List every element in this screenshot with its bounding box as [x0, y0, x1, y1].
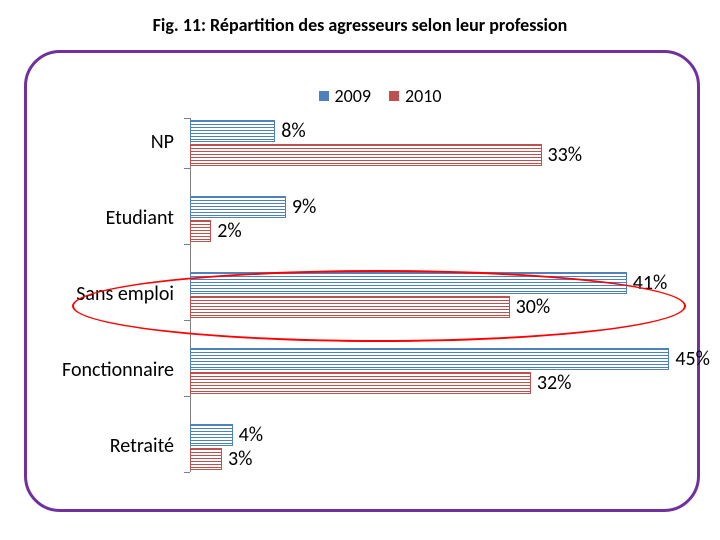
y-tick	[184, 244, 190, 245]
bar	[190, 120, 275, 142]
legend-item-2009: 2009	[319, 85, 372, 107]
legend-swatch-2010	[389, 91, 399, 101]
legend: 2009 2010	[300, 86, 460, 106]
value-label: 45%	[675, 347, 710, 371]
bar	[190, 372, 531, 394]
value-label: 4%	[239, 423, 263, 447]
chart-title: Fig. 11: Répartition des agresseurs selo…	[0, 14, 720, 36]
y-tick	[184, 396, 190, 397]
value-label: 3%	[228, 447, 252, 471]
bar	[190, 348, 669, 370]
value-label: 2%	[217, 219, 241, 243]
value-label: 8%	[281, 119, 305, 143]
annotation-ellipse	[72, 270, 686, 342]
y-tick	[184, 168, 190, 169]
bar	[190, 424, 233, 446]
value-label: 32%	[537, 371, 572, 395]
legend-item-2010: 2010	[389, 85, 442, 107]
category-label: NP	[14, 130, 174, 154]
category-label: Etudiant	[14, 206, 174, 230]
legend-swatch-2009	[319, 91, 329, 101]
value-label: 9%	[292, 195, 316, 219]
category-label: Fonctionnaire	[14, 358, 174, 382]
legend-label-2010: 2010	[405, 85, 442, 107]
category-label: Retraité	[14, 434, 174, 458]
bar	[190, 448, 222, 470]
bar	[190, 144, 542, 166]
bar	[190, 196, 286, 218]
bar	[190, 220, 211, 242]
legend-label-2009: 2009	[335, 85, 372, 107]
y-tick	[184, 118, 190, 119]
y-tick	[184, 472, 190, 473]
value-label: 33%	[548, 143, 583, 167]
